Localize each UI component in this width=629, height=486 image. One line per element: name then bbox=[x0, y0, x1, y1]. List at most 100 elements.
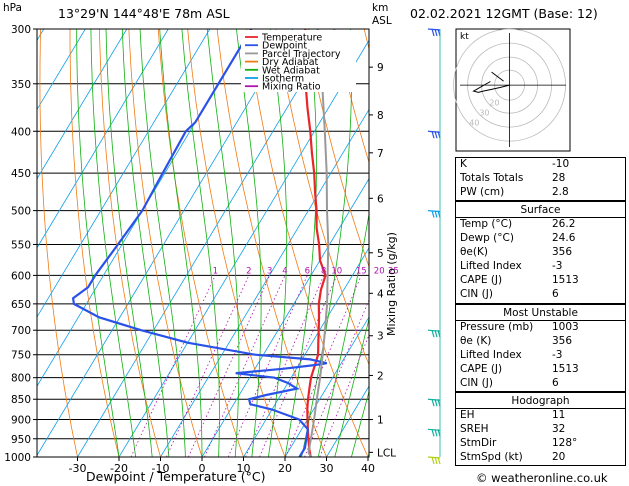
datetime-title: 02.02.2021 12GMT (Base: 12) bbox=[410, 6, 598, 21]
location-title: 13°29'N 144°48'E 78m ASL bbox=[58, 6, 230, 21]
dry-adiabat bbox=[216, 29, 327, 457]
pressure-tick-label: 650 bbox=[11, 299, 31, 311]
indices-box: K -10 Totals Totals 28 PW (cm) 2.8 bbox=[455, 157, 626, 201]
pressure-tick-label: 400 bbox=[11, 126, 31, 138]
temperature-tick-label: 10 bbox=[237, 462, 251, 475]
mixing-ratio-line bbox=[245, 275, 325, 457]
height-tick-label: 6 bbox=[377, 193, 384, 205]
pressure-tick-label: 550 bbox=[11, 239, 31, 251]
asl-label: ASL bbox=[372, 15, 392, 27]
mixing-ratio-axis-label: Mixing Ratio (g/kg) bbox=[385, 232, 398, 336]
height-tick-label: 2 bbox=[377, 370, 384, 382]
temperature-tick-label: -10 bbox=[152, 462, 170, 475]
wind-barb-flag bbox=[434, 28, 438, 37]
mixing-ratio-label: 20 bbox=[374, 266, 385, 276]
legend-label: Wet Adiabat bbox=[262, 65, 320, 76]
wet-adiabat bbox=[76, 29, 120, 457]
dry-adiabat bbox=[69, 29, 120, 457]
mixing-ratio-line bbox=[259, 275, 338, 457]
pressure-tick-label: 450 bbox=[11, 168, 31, 180]
hodograph-frame bbox=[455, 28, 571, 152]
height-tick-label: 4 bbox=[377, 288, 384, 300]
mixing-ratio-label: 2 bbox=[246, 266, 251, 276]
wet-adiabat bbox=[284, 29, 317, 457]
wind-barb-flag bbox=[434, 330, 438, 338]
km-label: km bbox=[372, 2, 389, 14]
series-temperature bbox=[303, 29, 327, 457]
wind-barb-flag bbox=[431, 131, 435, 139]
hpa-label: hPa bbox=[3, 2, 22, 14]
wind-barb-flag bbox=[434, 131, 438, 139]
mixing-ratio-label: 8 bbox=[321, 266, 326, 276]
pressure-tick-label: 800 bbox=[11, 373, 31, 385]
dry-adiabat bbox=[98, 29, 161, 457]
isotherm-line bbox=[0, 29, 2, 457]
legend-box bbox=[241, 30, 356, 92]
pressure-tick-label: 950 bbox=[11, 434, 31, 446]
isotherm-line bbox=[160, 108, 369, 457]
mixing-ratio-line bbox=[130, 275, 216, 457]
storm-motion-arrow bbox=[491, 71, 504, 82]
height-tick-label: 1 bbox=[377, 415, 384, 427]
legend-label: Isotherm bbox=[262, 74, 304, 85]
mixing-ratio-label: 6 bbox=[305, 266, 310, 276]
profile-series bbox=[71, 29, 330, 457]
wind-barb-flag bbox=[431, 210, 435, 218]
pressure-tick-label: 500 bbox=[11, 206, 31, 218]
height-tick-label: 5 bbox=[377, 248, 384, 260]
isotherm-line bbox=[37, 29, 294, 457]
mixing-ratio-label: 10 bbox=[331, 266, 342, 276]
background-lines bbox=[0, 29, 369, 457]
height-tick-label: 9 bbox=[377, 62, 384, 74]
legend-label: Dewpoint bbox=[262, 41, 307, 52]
most-unstable-title: Most Unstable bbox=[503, 307, 578, 319]
mixing-ratio-label: 15 bbox=[356, 266, 367, 276]
legend-label: Dry Adiabat bbox=[262, 57, 319, 68]
wet-adiabat bbox=[159, 29, 203, 457]
mixing-ratio-labels: 1 2 3 4 6 8 10 15 20 25 bbox=[213, 266, 399, 276]
dry-adiabat bbox=[275, 29, 369, 366]
mixing-ratio-label: 1 bbox=[213, 266, 218, 276]
isotherm-line bbox=[243, 247, 369, 457]
wind-barb-flag bbox=[431, 399, 435, 407]
height-tick-label: 8 bbox=[377, 110, 384, 122]
wet-adiabat bbox=[236, 29, 262, 457]
isotherm-line bbox=[118, 39, 369, 457]
hodograph-title: Hodograph bbox=[511, 395, 570, 407]
wet-adiabat bbox=[268, 29, 288, 457]
height-tick-label: LCL bbox=[377, 447, 396, 459]
wet-adiabat bbox=[301, 29, 352, 457]
pressure-tick-label: 1000 bbox=[4, 452, 31, 464]
wet-adiabat bbox=[181, 29, 220, 457]
dry-adiabat bbox=[304, 29, 369, 268]
hodograph-ring-label: 20 bbox=[489, 98, 499, 107]
dry-adiabat bbox=[39, 29, 78, 457]
wet-adiabat bbox=[105, 29, 153, 457]
dry-adiabat bbox=[334, 29, 369, 164]
isotherm-line bbox=[77, 29, 335, 457]
legend-label: Mixing Ratio bbox=[262, 82, 321, 93]
height-tick-label: 7 bbox=[377, 148, 384, 160]
hodograph-unit-label: kt bbox=[460, 32, 469, 42]
temperature-tick-label: 20 bbox=[278, 462, 292, 475]
dry-adiabat bbox=[157, 29, 244, 457]
hodograph-ring-label: 40 bbox=[469, 118, 479, 127]
wet-adiabat bbox=[334, 317, 369, 457]
legend-label: Parcel Trajectory bbox=[262, 49, 341, 60]
wet-adiabat bbox=[139, 29, 186, 457]
dry-adiabat bbox=[187, 29, 286, 457]
temperature-tick-label: 0 bbox=[199, 462, 206, 475]
series-dewpoint bbox=[71, 29, 328, 457]
wet-adiabat bbox=[206, 29, 240, 457]
series-parcel-trajectory bbox=[307, 29, 330, 457]
hodograph-trace bbox=[472, 81, 510, 93]
mixing-ratio-label: 3 bbox=[267, 266, 272, 276]
isotherm-line bbox=[284, 316, 369, 457]
wet-adiabat bbox=[351, 390, 369, 457]
wind-barb-flag bbox=[431, 429, 435, 437]
wind-barb-flag bbox=[434, 210, 438, 218]
surface-box: Surface Temp (°C) 26.2 Dewp (°C) 24.6 θe(K… bbox=[455, 201, 626, 304]
temperature-tick-label: -20 bbox=[110, 462, 128, 475]
